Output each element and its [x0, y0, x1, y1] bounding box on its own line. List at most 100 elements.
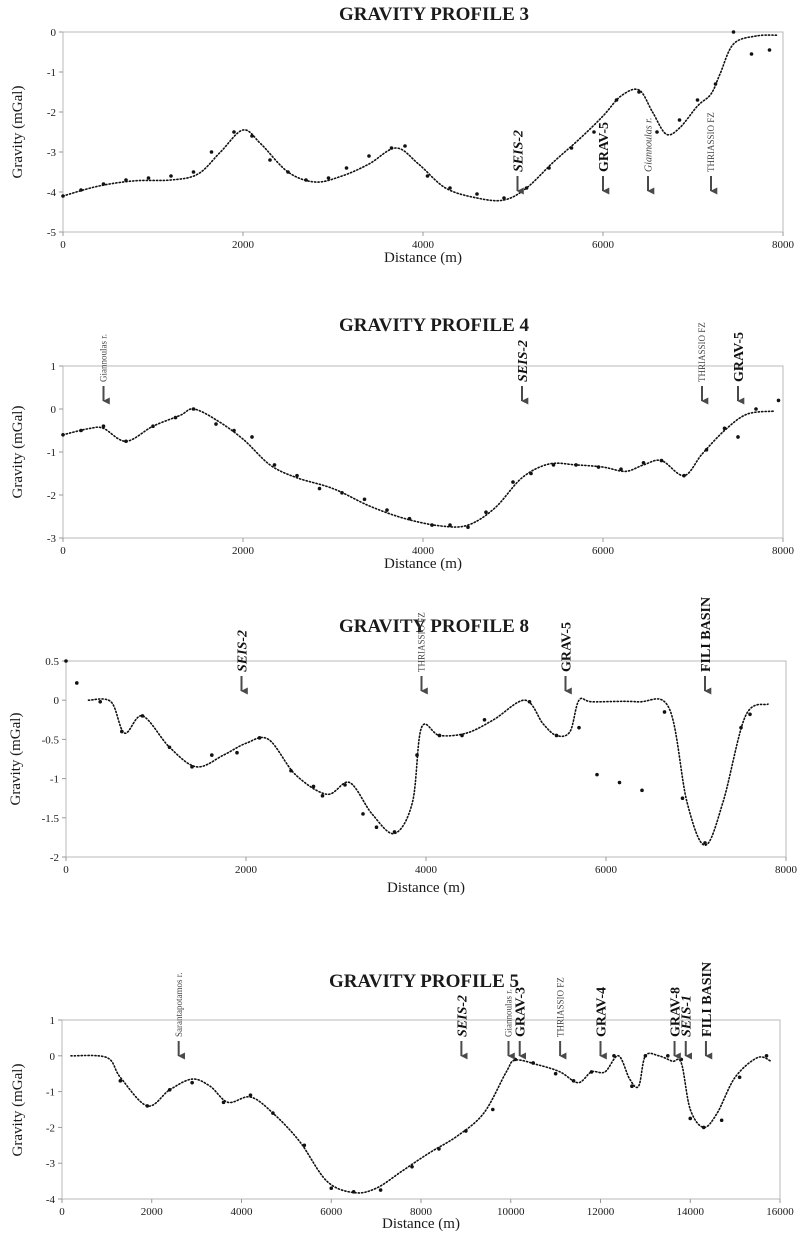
x-tick-label: 6000	[595, 864, 618, 876]
observed-gravity-point	[739, 725, 743, 730]
observed-gravity-point	[120, 729, 124, 734]
x-tick-label: 0	[63, 864, 69, 876]
y-axis-label: Gravity (mGal)	[10, 406, 26, 499]
observed-gravity-point	[403, 144, 407, 148]
observed-gravity-point	[737, 1075, 742, 1080]
observed-gravity-point	[250, 435, 254, 439]
observed-gravity-point	[374, 825, 379, 830]
x-tick-label: 4000	[415, 864, 438, 876]
observed-gravity-point	[574, 463, 578, 467]
gravity-profile-8-chart: GRAVITY PROFILE 8 Gravity (mGal) Distanc…	[8, 597, 798, 896]
observed-gravity-point	[701, 1125, 706, 1130]
annotation-marker: SEIS-1	[680, 995, 695, 1060]
observed-gravity-point	[748, 712, 752, 717]
x-tick-label: 6000	[592, 239, 615, 251]
observed-gravity-point	[167, 1088, 172, 1092]
x-tick-label: 8000	[775, 864, 798, 876]
observed-gravity-point	[666, 1054, 670, 1058]
annotation-marker: THRIASSIO FZ	[697, 322, 709, 405]
observed-gravity-point	[268, 158, 272, 162]
x-tick-label: 2000	[232, 545, 255, 557]
annotation-marker: Giannoulas r.	[644, 118, 655, 195]
observed-gravity-point	[595, 772, 599, 777]
plot-frame	[62, 365, 784, 539]
annotation-label: GRAV-5	[559, 622, 574, 672]
observed-gravity-point	[464, 1129, 468, 1133]
plot-frame	[61, 1019, 781, 1200]
observed-gravity-point	[320, 794, 325, 798]
x-tick-label: 14000	[677, 1206, 705, 1218]
gravity-profile-3-chart: GRAVITY PROFILE 3 Gravity (mGal) Distanc…	[10, 4, 795, 266]
x-tick-label: 8000	[772, 545, 795, 557]
observed-gravity-point	[577, 725, 581, 730]
observed-gravity-point	[484, 510, 488, 514]
observed-gravity-point	[551, 463, 556, 467]
annotation-marker: FILI BASIN	[700, 962, 715, 1060]
observed-gravity-point	[140, 714, 145, 718]
y-tick-label: -4	[47, 187, 57, 199]
annotation-label: FILI BASIN	[700, 962, 715, 1037]
annotation-marker: Giannoulas r.	[99, 334, 110, 405]
observed-gravity-point	[410, 1164, 414, 1169]
observed-gravity-point	[695, 98, 700, 102]
y-tick-label: -2	[47, 490, 56, 502]
annotation-marker: THRIASSIO FZ	[706, 112, 718, 195]
annotation-marker: SEIS-2	[235, 630, 250, 695]
observed-gravity-point	[167, 745, 172, 750]
observed-gravity-point	[630, 1084, 634, 1089]
observed-gravity-point	[659, 458, 664, 463]
y-tick-label: 0	[50, 1051, 56, 1063]
annotation-marker: GRAV-5	[732, 332, 747, 405]
observed-gravity-point	[749, 52, 754, 56]
observed-gravity-point	[101, 182, 106, 186]
observed-gravity-point	[688, 1116, 693, 1121]
annotation-marker: Sarantapotamos r.	[174, 973, 185, 1060]
observed-gravity-point	[235, 750, 239, 755]
x-tick-label: 6000	[320, 1206, 343, 1218]
annotation-label: GRAV-8	[668, 987, 683, 1037]
chart-title: GRAVITY PROFILE 5	[329, 971, 519, 992]
observed-gravity-point	[304, 178, 308, 182]
y-tick-label: -2	[46, 1122, 55, 1134]
y-tick-label: -2	[47, 107, 56, 119]
annotation-marker: FILI BASIN	[699, 597, 714, 695]
y-tick-label: -1	[47, 447, 56, 459]
observed-gravity-point	[344, 166, 349, 170]
chart-title: GRAVITY PROFILE 8	[339, 616, 529, 637]
observed-gravity-point	[118, 1079, 123, 1083]
annotation-marker: GRAV-5	[559, 622, 574, 695]
observed-gravity-point	[736, 435, 740, 439]
observed-gravity-point	[145, 1104, 150, 1108]
observed-gravity-point	[425, 174, 430, 178]
annotation-marker: THRIASSIO FZ	[555, 977, 567, 1060]
observed-gravity-point	[407, 516, 412, 521]
y-tick-label: -1	[46, 1087, 55, 1099]
annotation-label: Giannoulas r.	[99, 334, 109, 382]
observed-gravity-point	[361, 812, 365, 816]
observed-gravity-point	[482, 718, 487, 722]
annotation-label: SEIS-2	[516, 340, 531, 382]
observed-gravity-point	[612, 1054, 616, 1058]
observed-gravity-point	[437, 733, 442, 738]
observed-gravity-point	[475, 192, 479, 196]
observed-gravity-point	[250, 134, 254, 138]
x-tick-label: 8000	[410, 1206, 433, 1218]
observed-gravity-point	[547, 166, 551, 170]
observed-gravity-point	[317, 486, 322, 491]
calculated-gravity-curve	[70, 1052, 772, 1194]
observed-gravity-point	[731, 30, 736, 34]
annotation-label: GRAV-5	[597, 122, 612, 172]
observed-gravity-point	[257, 736, 262, 740]
observed-gravity-point	[502, 196, 506, 200]
observed-gravity-point	[614, 98, 619, 102]
x-tick-label: 4000	[412, 545, 435, 557]
observed-gravity-point	[704, 448, 709, 452]
observed-gravity-point	[351, 1190, 356, 1194]
observed-gravity-point	[191, 170, 196, 174]
observed-gravity-point	[173, 415, 178, 420]
y-axis-label: Gravity (mGal)	[8, 713, 24, 806]
x-tick-label: 2000	[141, 1206, 164, 1218]
observed-gravity-point	[389, 146, 394, 150]
y-tick-label: -1	[50, 774, 59, 786]
observed-gravity-point	[466, 525, 470, 530]
